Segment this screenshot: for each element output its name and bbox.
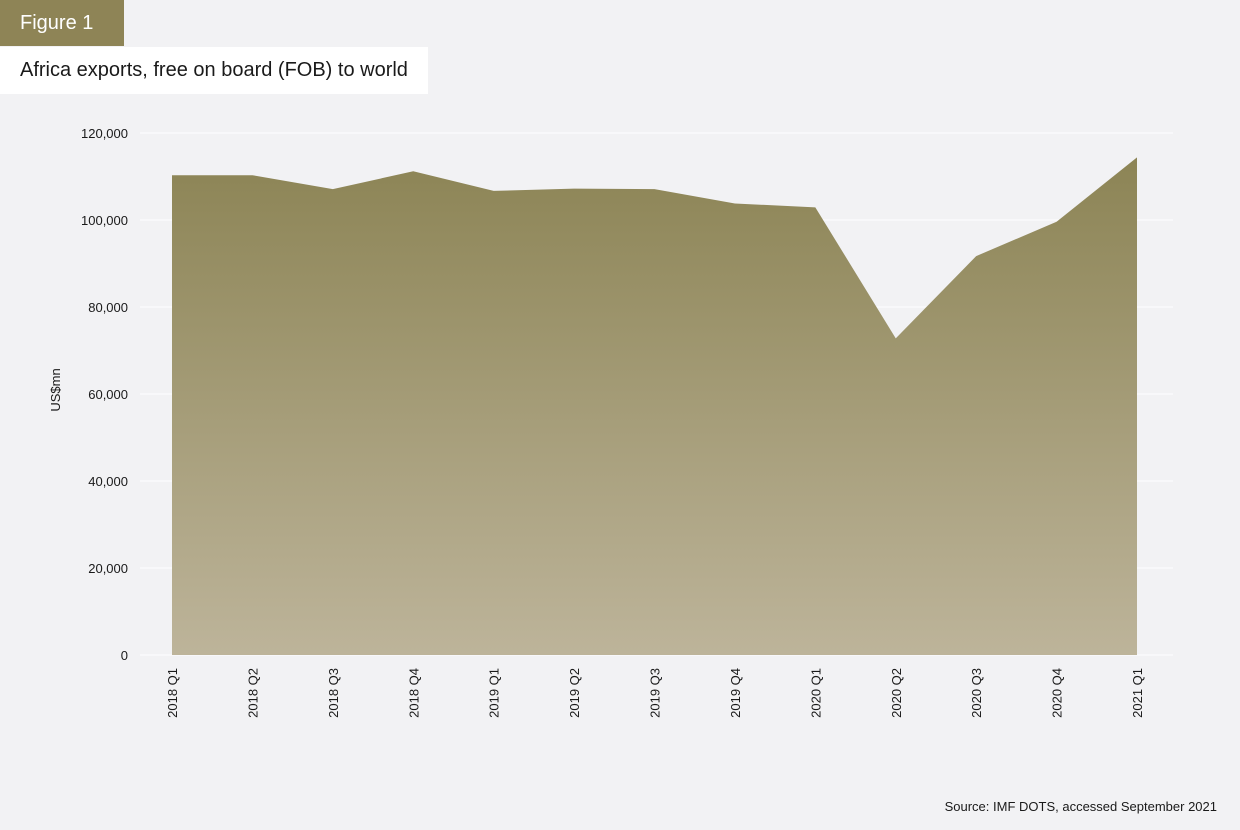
area-chart: 020,00040,00060,00080,000100,000120,000 … <box>48 126 1173 718</box>
y-tick-label: 0 <box>121 648 128 663</box>
x-tick-label: 2020 Q2 <box>889 668 904 718</box>
area-series <box>172 157 1137 656</box>
area-fill <box>172 157 1137 656</box>
x-tick-label: 2020 Q3 <box>969 668 984 718</box>
x-tick-label: 2021 Q1 <box>1130 668 1145 718</box>
y-tick-label: 120,000 <box>81 126 128 141</box>
x-tick-label: 2019 Q3 <box>648 668 663 718</box>
x-tick-label: 2019 Q2 <box>567 668 582 718</box>
x-tick-label: 2019 Q4 <box>728 668 743 718</box>
x-tick-label: 2018 Q1 <box>165 668 180 718</box>
figure-label: Figure 1 <box>0 0 124 46</box>
x-tick-label: 2020 Q1 <box>808 668 823 718</box>
y-axis: 0 20,000 40,000 60,000 80,000 100,000 120,000 <box>81 126 128 663</box>
y-tick-label: 100,000 <box>81 213 128 228</box>
source-note: Source: IMF DOTS, accessed September 202… <box>944 799 1217 814</box>
y-tick-label: 40,000 <box>88 474 128 489</box>
x-tick-label: 2018 Q3 <box>326 668 341 718</box>
x-tick-label: 2020 Q4 <box>1050 668 1065 718</box>
y-tick-label: 60,000 <box>88 387 128 402</box>
chart-title: Africa exports, free on board (FOB) to w… <box>0 47 428 94</box>
y-tick-label: 80,000 <box>88 300 128 315</box>
y-tick-label: 20,000 <box>88 561 128 576</box>
x-axis: 2018 Q1 2018 Q2 2018 Q3 2018 Q4 2019 Q1 2019 … <box>165 668 1145 718</box>
x-tick-label: 2019 Q1 <box>487 668 502 718</box>
x-tick-label: 2018 Q2 <box>245 668 260 718</box>
y-axis-title: US$mn <box>48 368 63 411</box>
x-tick-label: 2018 Q4 <box>406 668 421 718</box>
